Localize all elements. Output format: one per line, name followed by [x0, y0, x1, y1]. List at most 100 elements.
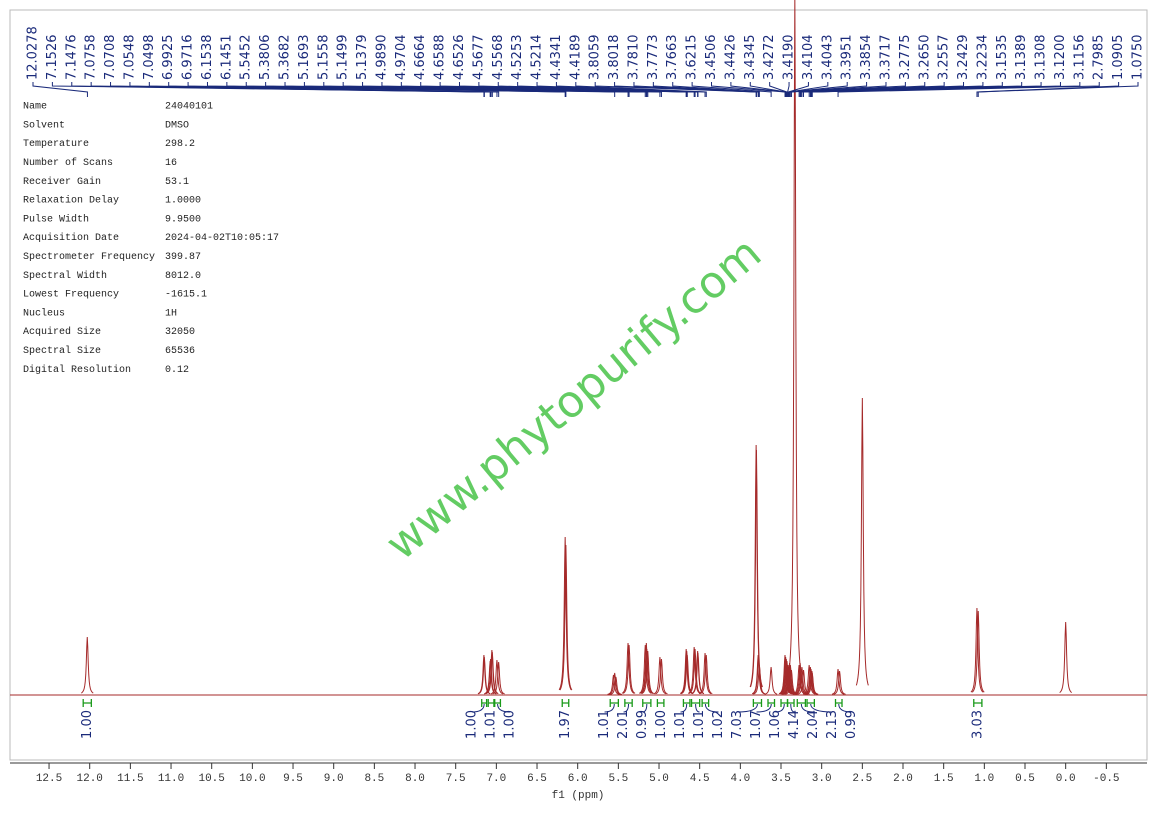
peak-label: 7.0708 — [103, 35, 118, 81]
integral-bracket — [682, 699, 691, 707]
integral-bracket — [806, 699, 816, 707]
param-name: Acquisition Date — [23, 232, 119, 244]
peak-label: 3.1389 — [1014, 35, 1029, 81]
integral-label: 1.00 — [80, 710, 95, 739]
param-name: Spectral Width — [23, 270, 107, 282]
peak-label: 3.2650 — [917, 35, 932, 81]
x-tick-label: 11.0 — [158, 773, 184, 785]
param-value: 65536 — [165, 346, 195, 357]
watermark: www.phytopurify.com — [376, 227, 771, 570]
peak-label: 5.3682 — [278, 35, 293, 81]
peak — [558, 536, 572, 691]
param-value: 399.87 — [165, 252, 201, 263]
param-value: 2024-04-02T10:05:17 — [165, 233, 279, 244]
integral-connector — [497, 703, 510, 713]
param-value: 1H — [165, 308, 177, 319]
peak — [80, 636, 94, 694]
peak-label: 3.1308 — [1034, 35, 1049, 81]
peak-connector — [32, 82, 88, 97]
peak — [831, 668, 845, 695]
peak-label: 3.4506 — [704, 35, 719, 81]
integral-connector — [737, 703, 758, 713]
integral-connector — [800, 703, 814, 713]
param-name: Digital Resolution — [23, 364, 131, 376]
peak-label: 4.5253 — [510, 35, 525, 81]
param-value: 24040101 — [165, 102, 213, 113]
peak-label: 1.0750 — [1131, 35, 1146, 81]
integral-connector — [775, 703, 785, 713]
peak-connector — [711, 82, 786, 97]
integral-connector — [810, 703, 833, 713]
peak-label: 5.1558 — [316, 35, 331, 81]
x-tick-label: 1.0 — [974, 773, 994, 785]
peak-connector — [787, 82, 790, 97]
peak — [802, 664, 816, 695]
integral-bracket — [752, 699, 763, 707]
integral-label: 1.07 — [749, 710, 764, 739]
x-tick-label: 6.5 — [527, 773, 547, 785]
param-name: Relaxation Delay — [23, 195, 119, 207]
peak-label: 4.6588 — [433, 35, 448, 81]
peak-connector — [749, 82, 787, 97]
peak-label: 3.7773 — [646, 35, 661, 81]
integral-label: 4.14 — [787, 710, 802, 739]
peak-label: 4.9704 — [394, 35, 409, 81]
integral-connector — [604, 703, 615, 713]
param-value: 298.2 — [165, 139, 195, 150]
peak-label: 7.1526 — [45, 35, 60, 81]
peak-label: 3.6215 — [685, 35, 700, 81]
peak-connector — [652, 82, 759, 97]
peak-connector — [789, 82, 848, 97]
x-tick-label: 9.5 — [283, 773, 303, 785]
param-name: Spectrometer Frequency — [23, 252, 155, 263]
integral-label: 1.06 — [768, 710, 783, 739]
peak-label: 3.3951 — [840, 35, 855, 81]
x-tick-label: 3.0 — [812, 773, 832, 785]
x-tick-label: 3.5 — [771, 773, 791, 785]
plot-frame — [9, 9, 1148, 761]
integral-label: 0.99 — [635, 710, 650, 739]
param-name: Lowest Frequency — [23, 290, 119, 301]
integral-bracket — [786, 699, 795, 707]
peak — [1059, 621, 1073, 694]
integral-label: 0.99 — [844, 710, 859, 739]
peak-connector — [769, 82, 788, 97]
param-value: 0.12 — [165, 365, 189, 376]
x-tick-label: 7.0 — [486, 773, 506, 785]
peak-connector — [789, 82, 868, 97]
peak-label: 5.1499 — [336, 35, 351, 81]
integral-bracket — [82, 699, 92, 707]
param-name: Spectral Size — [23, 345, 101, 357]
peak — [855, 397, 869, 686]
peak-connector — [790, 82, 887, 97]
param-value: 9.9500 — [165, 214, 201, 225]
peak-label: 6.9716 — [181, 35, 196, 81]
x-tick-label: 5.5 — [608, 773, 628, 785]
integral-bracket — [561, 699, 570, 707]
peak-connector — [226, 82, 567, 97]
integral-bracket — [609, 699, 620, 707]
integral-bracket — [701, 699, 710, 707]
peak-label: 3.3854 — [859, 35, 874, 81]
peak — [639, 644, 652, 694]
peak — [641, 650, 655, 695]
integral-bracket — [487, 699, 495, 707]
peak-connector — [788, 82, 829, 97]
peak-label: 3.2234 — [975, 35, 990, 81]
integral-connector — [695, 703, 700, 713]
integral-connector — [790, 703, 795, 713]
param-value: -1615.1 — [165, 290, 207, 301]
peak-label: 5.3806 — [258, 35, 273, 81]
x-tick-label: -0.5 — [1093, 773, 1119, 785]
peak-label: 3.3717 — [878, 35, 893, 81]
integral-label: 2.13 — [825, 710, 840, 739]
integral-bracket — [481, 699, 488, 707]
peak — [700, 654, 713, 695]
peak-label: 4.5677 — [471, 35, 486, 81]
peak — [622, 644, 636, 694]
peak — [608, 672, 621, 695]
x-tick-label: 11.5 — [117, 773, 143, 785]
param-name: Nucleus — [23, 307, 65, 319]
peak-label: 3.7810 — [626, 35, 641, 81]
